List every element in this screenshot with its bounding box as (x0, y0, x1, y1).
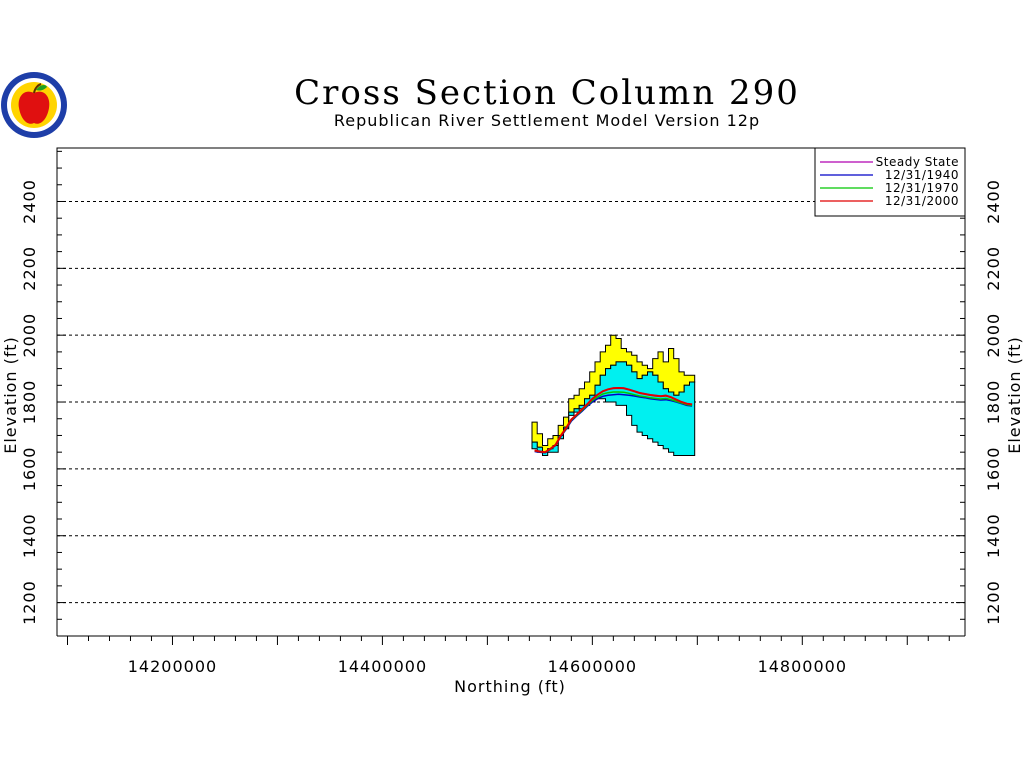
x-tick-label: 14200000 (128, 657, 217, 676)
y-axis-label-left: Elevation (ft) (1, 336, 20, 454)
plot-frame (56, 147, 966, 636)
y-axis-label-right: Elevation (ft) (1005, 336, 1024, 454)
legend-label-3: 12/31/2000 (885, 194, 959, 208)
series-line-3 (534, 386, 693, 454)
y-tick-label-left: 1200 (20, 580, 39, 625)
chart-subtitle: Republican River Settlement Model Versio… (334, 111, 760, 130)
y-tick-label-right: 2000 (984, 313, 1003, 358)
y-tick-label-left: 1600 (20, 447, 39, 492)
y-tick-label-left: 1800 (20, 380, 39, 425)
chart-title: Cross Section Column 290 (294, 73, 800, 113)
y-tick-label-right: 1800 (984, 380, 1003, 425)
grid-lines (57, 200, 965, 604)
legend-label-1: 12/31/1940 (885, 168, 959, 182)
y-tick-label-right: 1200 (984, 580, 1003, 625)
y-tick-label-right: 1600 (984, 447, 1003, 492)
axes: 1200 1200 1400 1400 1600 1600 1800 1800 2000 2000… (20, 147, 1003, 676)
y-tick-label-left: 2000 (20, 313, 39, 358)
x-tick-label: 14400000 (338, 657, 427, 676)
apple-seal-icon (1, 72, 67, 138)
y-tick-label-left: 2200 (20, 246, 39, 291)
x-tick-label: 14600000 (548, 657, 637, 676)
y-tick-label-right: 1400 (984, 513, 1003, 558)
x-axis-label: Northing (ft) (454, 677, 566, 696)
x-tick-label: 14800000 (758, 657, 847, 676)
series-lines (534, 386, 693, 454)
y-tick-label-right: 2200 (984, 246, 1003, 291)
legend-box (814, 147, 966, 217)
y-tick-label-right: 2400 (984, 179, 1003, 224)
legend-label-0: Steady State (876, 155, 959, 169)
y-tick-label-left: 2400 (20, 179, 39, 224)
legend: Steady State12/31/194012/31/197012/31/20… (814, 147, 966, 217)
legend-label-2: 12/31/1970 (885, 181, 959, 195)
y-tick-label-left: 1400 (20, 513, 39, 558)
